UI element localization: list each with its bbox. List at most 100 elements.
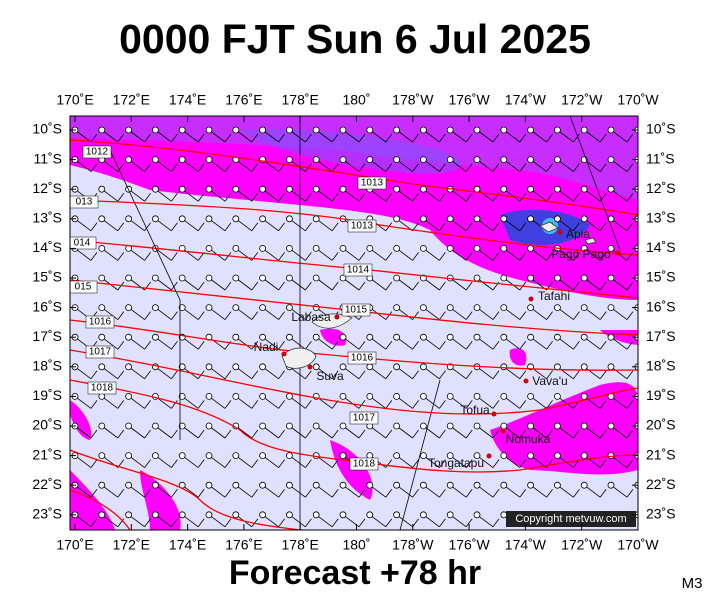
lat-label: 20˚S bbox=[32, 417, 62, 433]
barb bbox=[439, 222, 446, 232]
barb bbox=[171, 400, 178, 409]
barb-station bbox=[151, 185, 159, 193]
barb bbox=[90, 518, 98, 528]
barb bbox=[492, 252, 500, 261]
barb-station bbox=[259, 481, 267, 489]
lon-label: 174˚W bbox=[505, 92, 547, 108]
barb bbox=[251, 370, 259, 380]
axes: 170˚E 170˚E 172˚E 172˚E 174˚E 174˚E 176˚E 176˚E… bbox=[32, 92, 675, 553]
barb-station bbox=[98, 363, 106, 371]
barb bbox=[171, 488, 178, 498]
barb bbox=[305, 222, 312, 232]
barb-station bbox=[419, 363, 427, 371]
barb bbox=[519, 163, 527, 172]
barb-station bbox=[580, 422, 588, 430]
barb bbox=[90, 429, 98, 439]
barb-station bbox=[339, 156, 347, 164]
barb-station bbox=[419, 422, 427, 430]
barb bbox=[197, 281, 205, 291]
barb bbox=[439, 518, 446, 528]
barb bbox=[144, 133, 151, 143]
barb bbox=[331, 488, 339, 498]
barb-station bbox=[419, 156, 427, 164]
barb bbox=[305, 429, 312, 439]
lon-label: 178˚E bbox=[282, 537, 319, 553]
barb bbox=[626, 340, 634, 350]
barb bbox=[465, 311, 473, 320]
lon-label: 180˚ bbox=[342, 537, 370, 553]
barb-station bbox=[178, 215, 186, 223]
barb bbox=[278, 222, 285, 232]
barb bbox=[197, 400, 205, 409]
barb bbox=[251, 459, 259, 468]
barb-station bbox=[125, 304, 133, 312]
barb bbox=[331, 222, 339, 232]
barb bbox=[209, 544, 225, 556]
barb bbox=[439, 281, 446, 291]
barb bbox=[519, 370, 527, 380]
barb bbox=[626, 192, 634, 202]
barb bbox=[171, 459, 178, 468]
lon-label: 180˚ bbox=[342, 92, 370, 108]
barb-station bbox=[339, 511, 347, 519]
barb-station bbox=[446, 126, 454, 134]
barb bbox=[224, 192, 232, 202]
barb bbox=[251, 400, 259, 409]
barb bbox=[251, 252, 259, 261]
barb-station bbox=[419, 333, 427, 341]
barb-station bbox=[607, 244, 615, 252]
barb-station bbox=[527, 333, 534, 341]
barb-station bbox=[232, 481, 240, 489]
barb-station bbox=[98, 511, 106, 519]
barb bbox=[305, 518, 312, 528]
barb-station bbox=[312, 333, 320, 341]
isobar-label-box bbox=[347, 351, 377, 365]
barb bbox=[492, 370, 500, 380]
barb-station bbox=[205, 244, 213, 252]
barb-station bbox=[500, 452, 508, 460]
barb bbox=[90, 163, 98, 172]
barb-station bbox=[580, 244, 588, 252]
barb bbox=[144, 429, 151, 439]
barb bbox=[439, 192, 446, 202]
barb bbox=[439, 340, 446, 350]
lon-label: 174˚E bbox=[169, 537, 206, 553]
barb-station bbox=[232, 215, 240, 223]
barb-station bbox=[393, 215, 401, 223]
barb bbox=[278, 459, 285, 468]
barb-station bbox=[500, 422, 508, 430]
barb bbox=[599, 400, 607, 409]
barb-station bbox=[151, 422, 159, 430]
barb bbox=[385, 370, 393, 380]
barb-station bbox=[312, 215, 320, 223]
isobar-label: 1017 bbox=[353, 413, 376, 424]
lat-label: 12˚S bbox=[32, 180, 62, 196]
barb bbox=[439, 370, 446, 380]
barb-station bbox=[473, 422, 481, 430]
barb bbox=[251, 281, 259, 291]
barb-station bbox=[393, 333, 401, 341]
barb bbox=[251, 222, 259, 232]
barb bbox=[278, 400, 285, 409]
barb bbox=[439, 133, 446, 143]
barb-station bbox=[580, 274, 588, 282]
barb-station bbox=[527, 244, 534, 252]
barb bbox=[278, 311, 285, 320]
barb-station bbox=[473, 126, 481, 134]
barb bbox=[412, 252, 419, 261]
barb-station bbox=[366, 333, 374, 341]
barb-station bbox=[151, 481, 159, 489]
lat-label: 15˚S bbox=[646, 269, 676, 285]
isobar-label-box bbox=[349, 457, 379, 471]
barb bbox=[385, 192, 393, 202]
barb-station bbox=[205, 304, 213, 312]
barb bbox=[224, 370, 232, 380]
barb bbox=[331, 340, 339, 350]
barb-station bbox=[259, 422, 267, 430]
barb bbox=[519, 488, 527, 498]
barb-station bbox=[446, 156, 454, 164]
barb-station bbox=[339, 363, 347, 371]
barb bbox=[144, 311, 151, 320]
barb bbox=[305, 370, 312, 380]
